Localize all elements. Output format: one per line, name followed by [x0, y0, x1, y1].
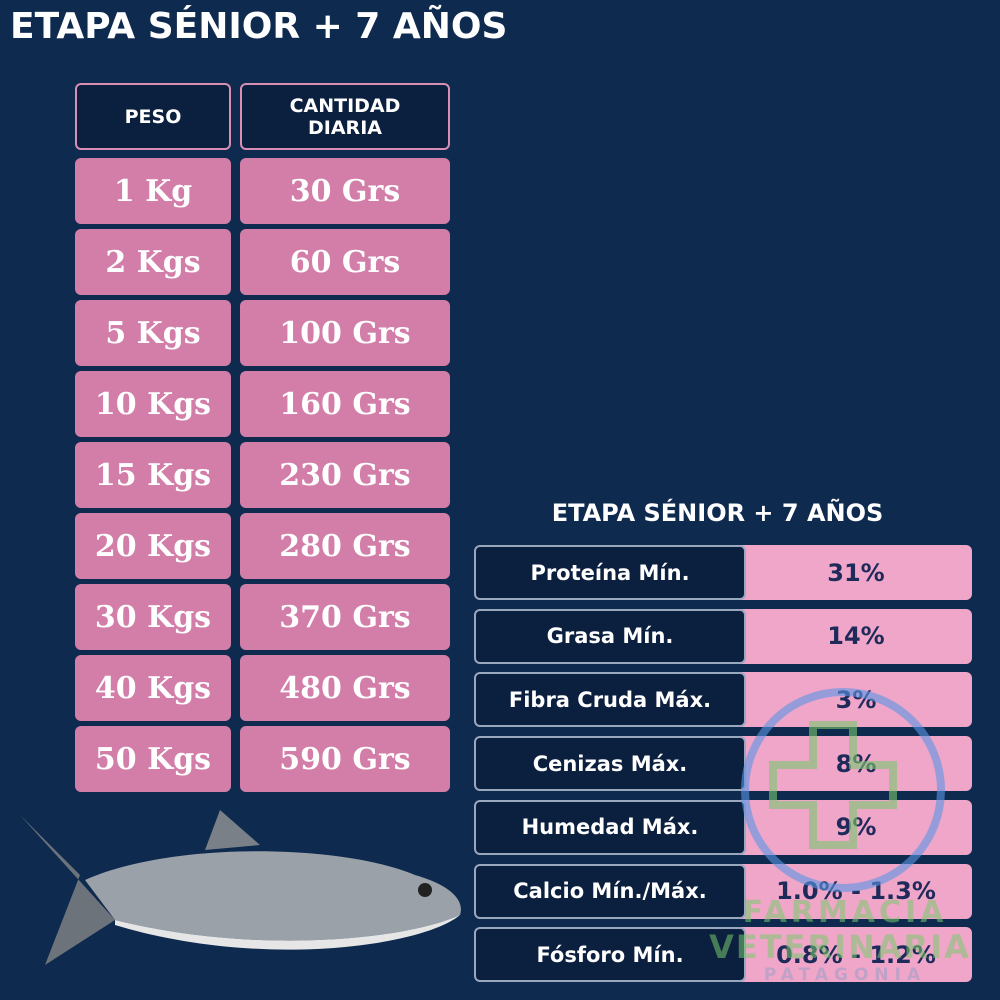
- table-cell: 30 Grs: [240, 158, 450, 224]
- table-cell: 30 Kgs: [75, 584, 231, 650]
- fish-illustration: [20, 810, 461, 965]
- table-cell: 15 Kgs: [75, 442, 231, 508]
- nutrient-label: Fibra Cruda Máx.: [474, 672, 746, 728]
- watermark-line: FARMACIA: [742, 895, 948, 930]
- table-cell: 230 Grs: [240, 442, 450, 508]
- table-cell: 10 Kgs: [75, 371, 231, 437]
- table-cell: 5 Kgs: [75, 300, 231, 366]
- nutrient-label: Humedad Máx.: [474, 799, 746, 855]
- table-cell: 20 Kgs: [75, 513, 231, 579]
- nutrient-label: Grasa Mín.: [474, 608, 746, 664]
- table-cell: 60 Grs: [240, 229, 450, 295]
- table-cell: 370 Grs: [240, 584, 450, 650]
- table-cell: 2 Kgs: [75, 229, 231, 295]
- watermark-logo: [741, 688, 945, 892]
- nutrient-label: Cenizas Máx.: [474, 736, 746, 792]
- table-cell: 40 Kgs: [75, 655, 231, 721]
- nutrient-value: 14%: [740, 608, 972, 664]
- header-cell: CANTIDAD DIARIA: [240, 83, 450, 150]
- watermark-line: VETERINARIA: [709, 928, 971, 966]
- table-cell: 280 Grs: [240, 513, 450, 579]
- nutrient-label: Proteína Mín.: [474, 545, 746, 600]
- table-cell: 100 Grs: [240, 300, 450, 366]
- table-cell: 50 Kgs: [75, 726, 231, 792]
- nutrient-value: 31%: [740, 545, 972, 600]
- nutrition-title: ETAPA SÉNIOR + 7 AÑOS: [551, 499, 884, 527]
- table-cell: 160 Grs: [240, 371, 450, 437]
- nutrient-label: Calcio Mín./Máx.: [474, 863, 746, 919]
- watermark-line: PATAGONIA: [763, 965, 927, 985]
- table-cell: 1 Kg: [75, 158, 231, 224]
- title: ETAPA SÉNIOR + 7 AÑOS: [10, 6, 508, 47]
- table-cell: 590 Grs: [240, 726, 450, 792]
- header-cell: PESO: [75, 83, 231, 150]
- nutrient-label: Fósforo Mín.: [474, 927, 746, 983]
- nutrient-value: 0.8% - 1.2%: [740, 927, 972, 983]
- table-cell: 480 Grs: [240, 655, 450, 721]
